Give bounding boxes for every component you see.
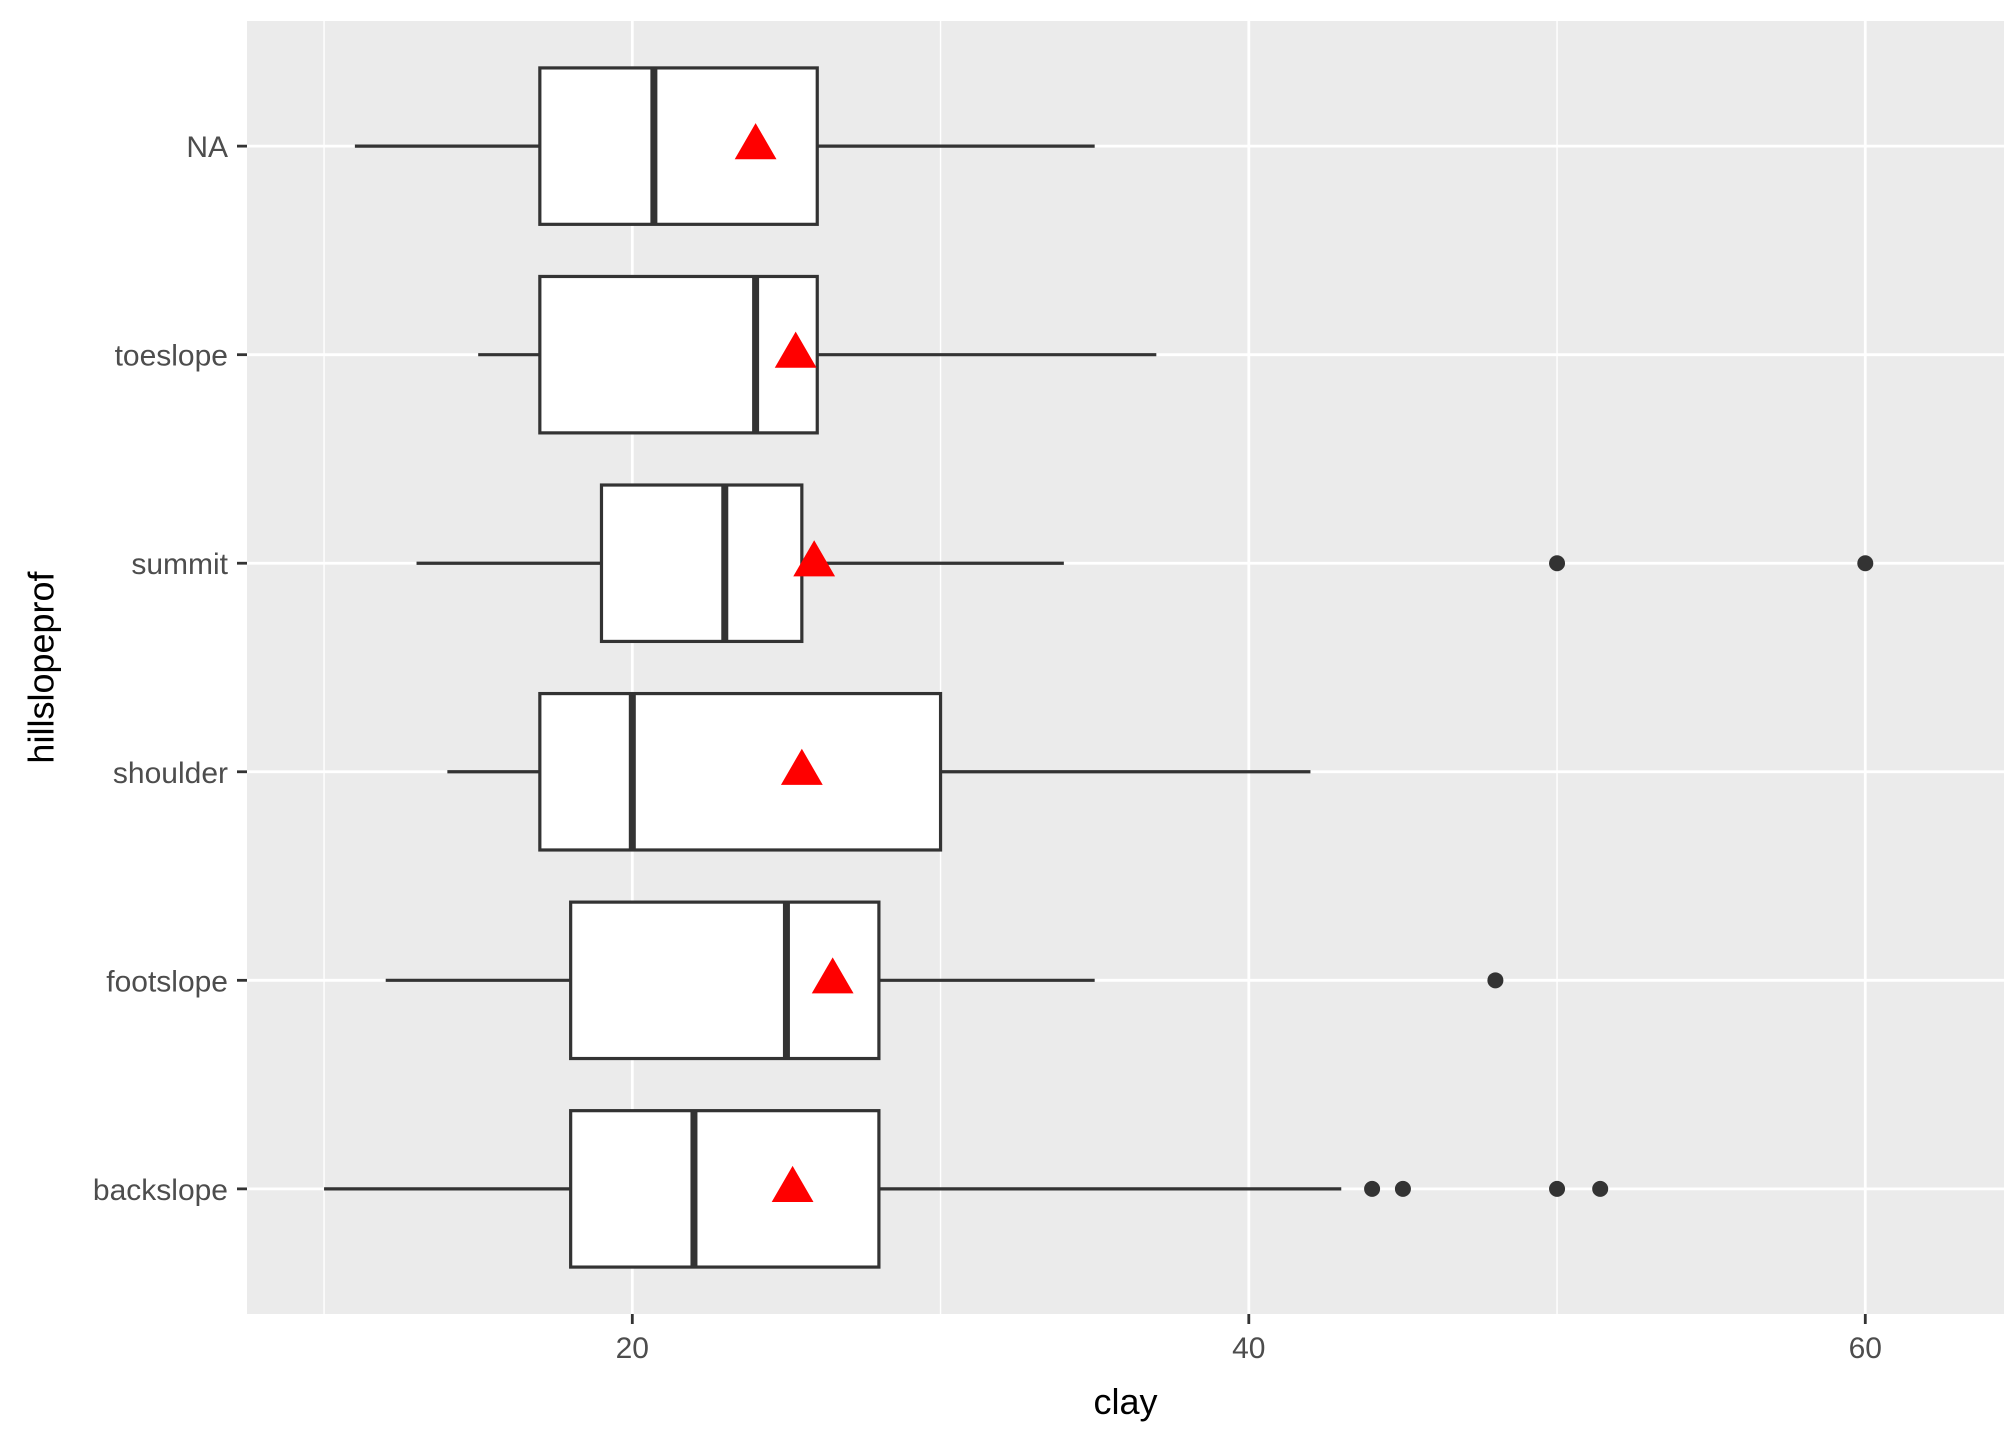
plot-panel [247, 21, 2004, 1314]
x-axis-title: clay [1093, 1381, 1157, 1422]
boxes [324, 66, 1342, 1269]
x-tick-label: 60 [1849, 1332, 1882, 1365]
outlier-point [1549, 1180, 1566, 1197]
mean-markers [734, 123, 854, 1202]
box-shoulder [447, 691, 1311, 852]
outlier-point [1487, 972, 1504, 989]
mean-marker-shoulder [780, 748, 823, 785]
x-axis: 20 40 60 [616, 1314, 1882, 1365]
mean-marker-summit [793, 540, 836, 577]
mean-marker-toeslope [774, 331, 817, 368]
y-tick-label-shoulder: shoulder [113, 757, 228, 790]
outlier-point [1592, 1180, 1609, 1197]
mean-marker-backslope [771, 1165, 814, 1202]
outlier-point [1394, 1180, 1411, 1197]
box-toeslope [478, 274, 1157, 435]
box-backslope [324, 1109, 1342, 1269]
outlier-point [1364, 1180, 1381, 1197]
y-tick-label-footslope: footslope [106, 965, 228, 998]
outlier-point [1549, 555, 1566, 572]
mean-marker-footslope [811, 957, 854, 994]
box-iqr [569, 1109, 881, 1269]
outlier-points [1364, 555, 1874, 1197]
outlier-point [1857, 555, 1874, 572]
box-iqr [538, 66, 819, 226]
y-tick-label-backslope: backslope [93, 1174, 228, 1207]
y-tick-label-NA: NA [186, 131, 228, 164]
y-tick-label-toeslope: toeslope [115, 340, 228, 373]
box-iqr [538, 691, 943, 852]
x-tick-label: 40 [1232, 1332, 1265, 1365]
x-tick-label: 20 [616, 1332, 649, 1365]
mean-marker-NA [734, 123, 777, 160]
y-axis-title: hillslopeprof [21, 570, 62, 763]
box-summit [416, 483, 1064, 644]
box-iqr [599, 483, 804, 644]
y-axis: backslope footslope shoulder summit toeslope… [93, 131, 247, 1207]
box-NA [354, 66, 1095, 226]
box-iqr [538, 274, 819, 435]
y-tick-label-summit: summit [131, 548, 228, 581]
